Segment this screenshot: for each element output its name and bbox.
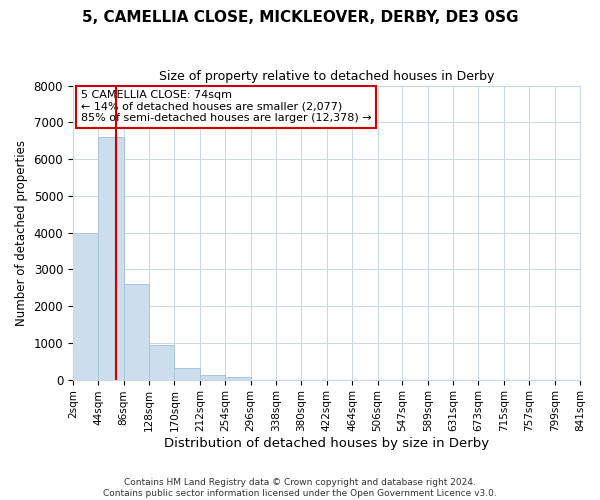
Bar [149,344,175,380]
X-axis label: Distribution of detached houses by size in Derby: Distribution of detached houses by size … [164,437,489,450]
Text: 5 CAMELLIA CLOSE: 74sqm
← 14% of detached houses are smaller (2,077)
85% of semi: 5 CAMELLIA CLOSE: 74sqm ← 14% of detache… [80,90,371,123]
Bar [175,368,200,380]
Bar [225,378,251,380]
Bar [98,137,124,380]
Bar [200,375,225,380]
Bar [73,232,98,380]
Title: Size of property relative to detached houses in Derby: Size of property relative to detached ho… [159,70,494,83]
Text: 5, CAMELLIA CLOSE, MICKLEOVER, DERBY, DE3 0SG: 5, CAMELLIA CLOSE, MICKLEOVER, DERBY, DE… [82,10,518,25]
Bar [124,284,149,380]
Y-axis label: Number of detached properties: Number of detached properties [15,140,28,326]
Text: Contains HM Land Registry data © Crown copyright and database right 2024.
Contai: Contains HM Land Registry data © Crown c… [103,478,497,498]
